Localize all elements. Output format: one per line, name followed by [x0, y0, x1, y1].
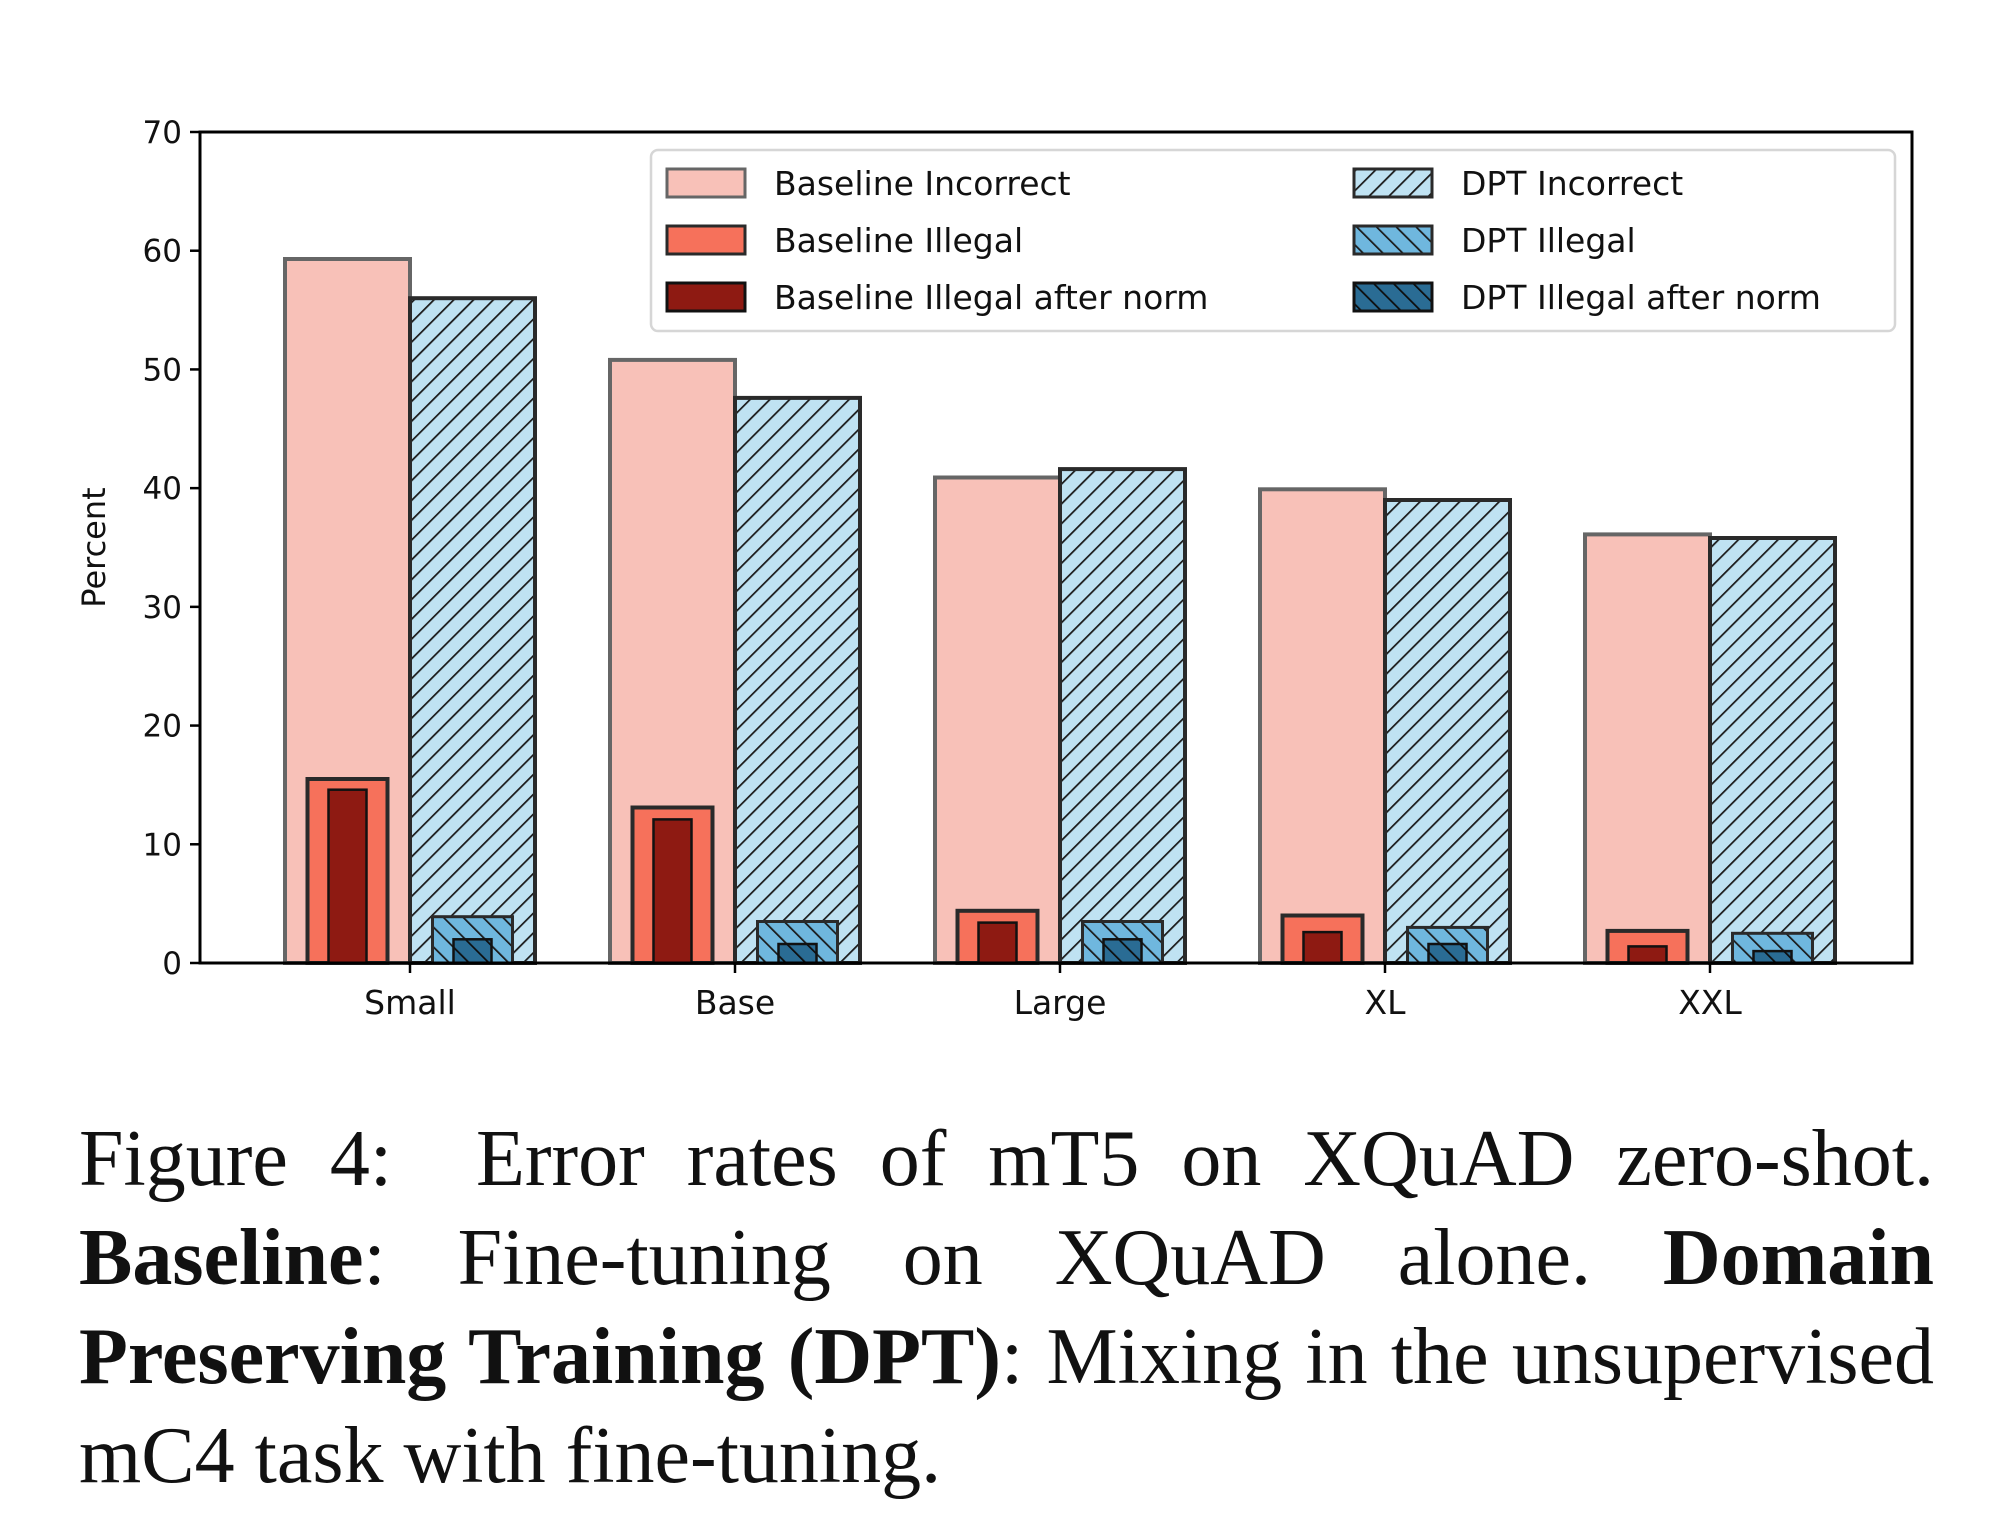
- dpt-illegal-after-norm-bar: [1427, 942, 1468, 965]
- baseline-incorrect-bar: [1258, 487, 1387, 965]
- legend-baseline-illegal-after-norm: Baseline Illegal after norm: [665, 278, 1208, 317]
- baseline-illegal-after-norm-bar: [1627, 945, 1668, 965]
- y-tick-label: 20: [143, 709, 182, 745]
- dpt-illegal-after-norm-bar: [452, 938, 493, 965]
- caption-baseline-desc: : Fine-tuning on XQuAD alone.: [363, 1214, 1591, 1302]
- legend-swatch: [665, 281, 747, 313]
- legend-dpt-incorrect: DPT Incorrect: [1352, 164, 1683, 203]
- chart-container: Small Base Large XL XXL 0 10 20 30 40 50 60 70 Percen…: [75, 115, 1914, 1022]
- bars-layer: [283, 257, 1837, 966]
- caption-dpt-term: Domain Preserving Training (DPT): [79, 1214, 1934, 1401]
- legend-swatch: [665, 224, 747, 256]
- legend-swatch: [1352, 281, 1434, 313]
- y-tick-label: 60: [143, 234, 182, 270]
- y-tick-label: 40: [143, 471, 182, 507]
- dpt-incorrect-bar: [733, 395, 862, 965]
- dpt-incorrect-bar: [1708, 536, 1837, 965]
- y-tick-label: 50: [143, 352, 182, 388]
- axes-layer: Small Base Large XL XXL 0 10 20 30 40 50 60 70 Percen…: [75, 115, 1914, 1022]
- caption-dpt-desc: : Mixing in the unsupervised mC4 task wi…: [79, 1313, 1934, 1500]
- x-tick-label: Base: [695, 983, 775, 1022]
- baseline-incorrect-bar: [933, 475, 1062, 965]
- dpt-incorrect-bar: [1383, 498, 1512, 965]
- figure-caption: Figure 4: Error rates of mT5 on XQuAD ze…: [79, 1110, 1934, 1506]
- y-tick-label: 10: [143, 827, 182, 863]
- x-tick-label: Large: [1014, 983, 1107, 1022]
- legend-dpt-illegal-after-norm: DPT Illegal after norm: [1352, 278, 1821, 317]
- legend-dpt-illegal: DPT Illegal: [1352, 221, 1636, 260]
- dpt-incorrect-bar: [1058, 467, 1187, 965]
- y-tick-label: 70: [143, 115, 182, 151]
- legend-swatch: [1352, 167, 1434, 199]
- legend-baseline-illegal: Baseline Illegal: [665, 221, 1023, 260]
- legend-swatch: [665, 167, 747, 199]
- baseline-illegal-after-norm-bar: [652, 818, 693, 965]
- dpt-illegal-after-norm-bar: [1752, 949, 1793, 965]
- baseline-incorrect-bar: [1583, 532, 1712, 966]
- legend-box: [649, 148, 1897, 333]
- x-tick-label: Small: [364, 983, 456, 1022]
- bar-chart: Small Base Large XL XXL 0 10 20 30 40 50 60 70 Percen…: [75, 115, 1914, 1022]
- dpt-incorrect-bar: [408, 296, 537, 965]
- caption-label: Figure 4:: [79, 1115, 393, 1203]
- y-tick-label: 30: [143, 590, 182, 626]
- x-tick-label: XXL: [1678, 983, 1742, 1022]
- legend-label: DPT Illegal: [1461, 221, 1636, 260]
- y-axis-label: Percent: [75, 487, 113, 607]
- y-tick-label: 0: [162, 946, 182, 982]
- legend-label: Baseline Incorrect: [774, 164, 1071, 203]
- legend: Baseline Incorrect Baseline Illegal Baseli…: [649, 148, 1897, 333]
- baseline-illegal-after-norm-bar: [977, 921, 1018, 965]
- dpt-illegal-after-norm-bar: [777, 942, 818, 965]
- plot-frame: [198, 130, 1914, 965]
- legend-label: DPT Incorrect: [1461, 164, 1683, 203]
- baseline-illegal-after-norm-bar: [327, 788, 368, 965]
- caption-text: Error rates of mT5 on XQuAD zero-shot.: [475, 1115, 1935, 1203]
- baseline-illegal-after-norm-bar: [1302, 930, 1343, 965]
- legend-swatch: [1352, 224, 1434, 256]
- legend-baseline-incorrect: Baseline Incorrect: [665, 164, 1071, 203]
- caption-baseline-term: Baseline: [79, 1214, 364, 1302]
- legend-label: Baseline Illegal after norm: [774, 278, 1208, 317]
- dpt-illegal-after-norm-bar: [1102, 938, 1143, 965]
- legend-label: Baseline Illegal: [774, 221, 1023, 260]
- x-tick-label: XL: [1365, 983, 1407, 1022]
- legend-label: DPT Illegal after norm: [1461, 278, 1821, 317]
